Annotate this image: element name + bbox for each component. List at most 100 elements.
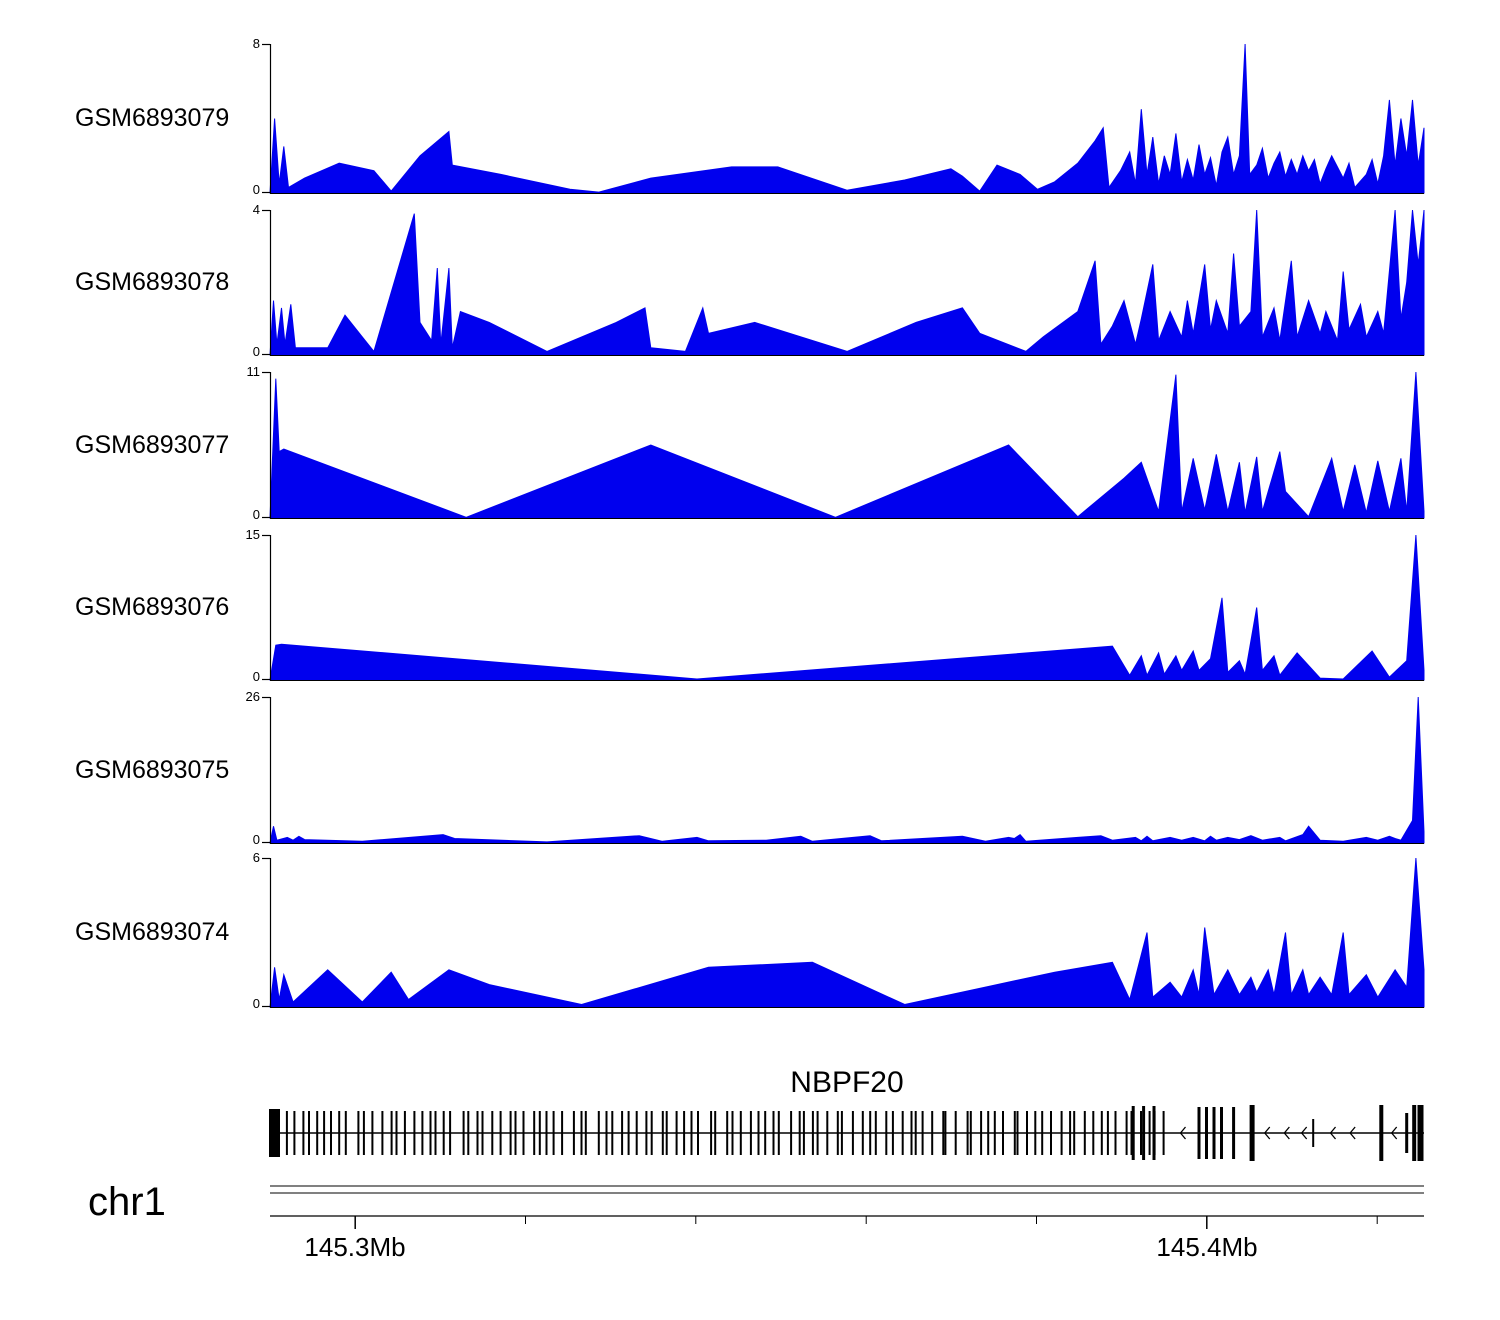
- gene-exon: [921, 1111, 924, 1155]
- gene-exon: [802, 1111, 805, 1155]
- gene-exon: [449, 1111, 452, 1155]
- gene-exon: [690, 1111, 693, 1155]
- gene-exon: [942, 1111, 945, 1155]
- gene-exon: [1013, 1111, 1016, 1155]
- gene-exon: [1148, 1111, 1151, 1155]
- gene-exon: [1249, 1105, 1255, 1161]
- gene-exon: [597, 1111, 600, 1155]
- gene-exon: [840, 1111, 843, 1155]
- chromosome-label: chr1: [88, 1180, 166, 1224]
- gene-exon: [661, 1111, 664, 1155]
- gene-exon: [533, 1111, 536, 1155]
- y-axis-zero-label: 0: [252, 669, 260, 684]
- gene-exon: [966, 1111, 969, 1155]
- gene-exon: [757, 1111, 760, 1155]
- gene-exon: [851, 1111, 854, 1155]
- gene-exon: [1060, 1111, 1063, 1155]
- y-axis-max-label: 15: [245, 527, 260, 542]
- gene-exon: [777, 1111, 780, 1155]
- gene-exon: [308, 1111, 310, 1155]
- gene-exon: [338, 1111, 341, 1155]
- gene-exon: [790, 1111, 793, 1155]
- coverage-signal: [269, 696, 1425, 844]
- gene-exon: [836, 1111, 839, 1155]
- gene-exon: [869, 1111, 872, 1155]
- gene-exon: [442, 1111, 445, 1155]
- coverage-signal: [269, 857, 1425, 1008]
- gene-exon: [552, 1111, 555, 1155]
- gene-exon: [522, 1111, 525, 1155]
- gene-exon: [421, 1111, 424, 1155]
- gene-exon: [584, 1111, 587, 1155]
- y-axis-max-label: 4: [252, 202, 260, 217]
- gene-exon: [509, 1111, 512, 1155]
- gene-exon: [710, 1111, 713, 1155]
- coverage-signal: [269, 371, 1425, 519]
- y-axis-max-label: 11: [246, 364, 261, 379]
- gene-exon: [293, 1111, 296, 1155]
- gene-exon: [811, 1111, 814, 1155]
- gene-exon: [371, 1111, 374, 1155]
- gene-exon: [1092, 1111, 1095, 1155]
- axis-tick-label-145-4: 145.4Mb: [1156, 1232, 1258, 1262]
- axis-tick-label-145-3: 145.3Mb: [304, 1232, 406, 1262]
- gene-exon: [980, 1111, 983, 1155]
- gene-exon: [726, 1111, 729, 1155]
- gene-first-exon: [269, 1109, 280, 1157]
- strand-arrow-icon: [1390, 1126, 1398, 1140]
- gene-exon: [395, 1111, 398, 1155]
- gene-exon: [772, 1111, 775, 1155]
- gene-exon: [1197, 1107, 1201, 1159]
- gene-exon: [1417, 1105, 1424, 1161]
- gene-exon: [514, 1111, 517, 1155]
- y-axis-max-label: 6: [252, 850, 260, 865]
- gene-exon: [285, 1111, 288, 1155]
- track-label-gsm6893076: GSM6893076: [75, 593, 230, 621]
- y-axis-zero-label: 0: [252, 507, 260, 522]
- gene-exon: [931, 1111, 934, 1155]
- strand-arrow-icon: [1300, 1126, 1308, 1140]
- gene-exon: [683, 1111, 686, 1155]
- gene-exon: [1106, 1111, 1109, 1155]
- gene-exon: [944, 1111, 947, 1155]
- gene-exon: [993, 1111, 996, 1155]
- y-axis-zero-label: 0: [252, 996, 260, 1011]
- gene-exon: [621, 1111, 624, 1155]
- gene-exon: [357, 1111, 360, 1155]
- gene-exon: [874, 1111, 877, 1155]
- gene-exon: [1405, 1113, 1409, 1153]
- gene-exon: [481, 1111, 484, 1155]
- gene-exon: [1212, 1107, 1216, 1159]
- gene-exon: [954, 1111, 957, 1155]
- gene-exon: [1140, 1111, 1142, 1155]
- gene-exon: [914, 1111, 917, 1155]
- track-label-gsm6893077: GSM6893077: [75, 431, 230, 459]
- gene-exon: [580, 1111, 583, 1155]
- gene-exon: [413, 1111, 416, 1155]
- gene-exon: [987, 1111, 990, 1155]
- y-axis-max-label: 8: [252, 36, 260, 51]
- y-axis-zero-label: 0: [252, 182, 260, 197]
- gene-exon: [1069, 1111, 1072, 1155]
- gene-exon: [697, 1111, 699, 1155]
- y-axis-max-label: 26: [245, 689, 260, 704]
- gene-exon: [798, 1111, 801, 1155]
- gene-exon: [302, 1111, 305, 1155]
- gene-exon: [611, 1111, 614, 1155]
- gene-exon: [1100, 1111, 1103, 1155]
- gene-exon: [1379, 1105, 1384, 1161]
- gene-exon: [816, 1111, 819, 1155]
- gene-exon: [390, 1111, 393, 1155]
- gene-exon: [1016, 1111, 1019, 1155]
- track-label-gsm6893074: GSM6893074: [75, 918, 230, 946]
- track-label-gsm6893079: GSM6893079: [75, 104, 230, 132]
- gene-exon: [675, 1111, 678, 1155]
- gene-exon: [1002, 1111, 1004, 1155]
- gene-exon: [764, 1111, 767, 1155]
- gene-exon: [561, 1111, 564, 1155]
- coverage-signal: [269, 534, 1425, 681]
- gene-exon: [650, 1111, 653, 1155]
- gene-exon: [403, 1111, 406, 1155]
